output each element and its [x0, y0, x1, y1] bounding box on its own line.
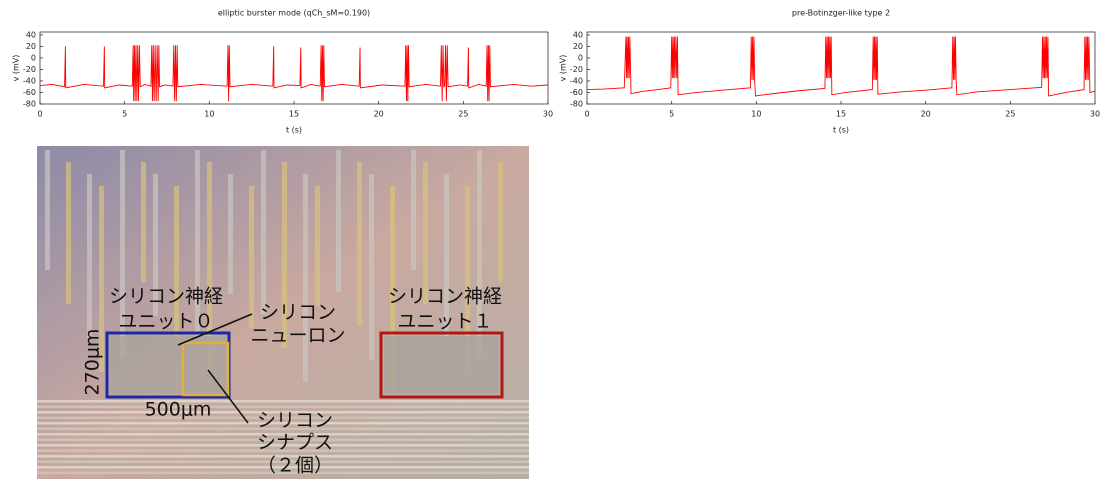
wire: [261, 150, 266, 314]
wire: [498, 162, 503, 282]
chip-photo: シリコン神経 ユニット０ シリコン ニューロン 270μm 500μm シリコン…: [37, 146, 529, 479]
trace: [40, 45, 548, 101]
wire: [45, 150, 50, 270]
block: [384, 336, 499, 394]
x-tick-label: 30: [543, 110, 553, 119]
wire: [411, 150, 416, 270]
wire: [87, 174, 92, 338]
x-tick-label: 10: [204, 110, 214, 119]
x-tick-label: 30: [1090, 110, 1100, 119]
y-tick-label: 20: [573, 42, 583, 51]
x-axis-label: t (s): [833, 126, 849, 135]
bus-line: [37, 400, 529, 403]
x-axis-label: t (s): [286, 126, 302, 135]
label: ユニット０: [118, 311, 213, 333]
y-tick-label: -40: [570, 76, 583, 85]
label: シリコン: [257, 410, 333, 432]
page: {"chart_data": [ {"type": "line", "title…: [0, 0, 1101, 479]
label: 500μm: [145, 399, 212, 421]
y-tick-label: 0: [578, 53, 583, 62]
x-tick-label: 10: [751, 110, 761, 119]
wire: [66, 162, 71, 304]
wire: [141, 162, 146, 282]
x-tick-label: 5: [669, 110, 674, 119]
label: シリコン神経: [109, 286, 223, 308]
label: シリコン神経: [388, 286, 502, 308]
y-tick-label: -20: [570, 65, 583, 74]
wire: [315, 186, 320, 306]
y-axis-label: v (mV): [559, 55, 568, 82]
bus-line: [37, 406, 529, 409]
chart: pre-Botinzger-like type 2 -80 -60 -40 -20 0 20…: [559, 9, 1101, 135]
label: シリコン: [260, 302, 336, 324]
y-axis-label: v (mV): [12, 55, 21, 82]
y-tick-label: -60: [570, 88, 583, 97]
wire: [228, 174, 233, 294]
x-tick-label: 15: [289, 110, 299, 119]
block: [110, 336, 226, 394]
wire: [195, 150, 200, 336]
y-tick-label: -60: [23, 88, 36, 97]
x-tick-label: 20: [374, 110, 384, 119]
y-tick-label: -80: [570, 100, 583, 109]
x-tick-label: 20: [921, 110, 931, 119]
wire: [423, 162, 428, 304]
label: ユニット１: [397, 311, 492, 333]
x-tick-label: 0: [584, 110, 589, 119]
wire: [249, 186, 254, 328]
wire: [369, 174, 374, 360]
wire: [357, 162, 362, 326]
y-tick-label: -80: [23, 100, 36, 109]
chart-title: pre-Botinzger-like type 2: [792, 9, 890, 18]
x-tick-label: 0: [37, 110, 42, 119]
wire: [303, 174, 308, 382]
chart-title: elliptic burster mode (qCh_sM=0.190): [218, 9, 370, 18]
label: （２個）: [257, 455, 333, 477]
trace: [587, 37, 1095, 96]
y-tick-label: 0: [31, 53, 36, 62]
label: 270μm: [82, 329, 104, 396]
y-tick-label: 20: [26, 42, 36, 51]
figure: シリコン神経 ユニット０ シリコン ニューロン 270μm 500μm シリコン…: [0, 0, 1101, 479]
x-tick-label: 25: [1005, 110, 1015, 119]
y-tick-label: 40: [26, 30, 36, 39]
x-tick-label: 15: [836, 110, 846, 119]
y-tick-label: 40: [573, 30, 583, 39]
x-tick-label: 5: [122, 110, 127, 119]
wire: [336, 150, 341, 292]
x-tick-label: 25: [458, 110, 468, 119]
label: ニューロン: [250, 325, 345, 347]
chart: elliptic burster mode (qCh_sM=0.190) -80 -…: [12, 9, 554, 135]
plot-frame: [40, 32, 548, 104]
y-tick-label: -40: [23, 76, 36, 85]
y-tick-label: -20: [23, 65, 36, 74]
label: シナプス: [257, 432, 333, 454]
